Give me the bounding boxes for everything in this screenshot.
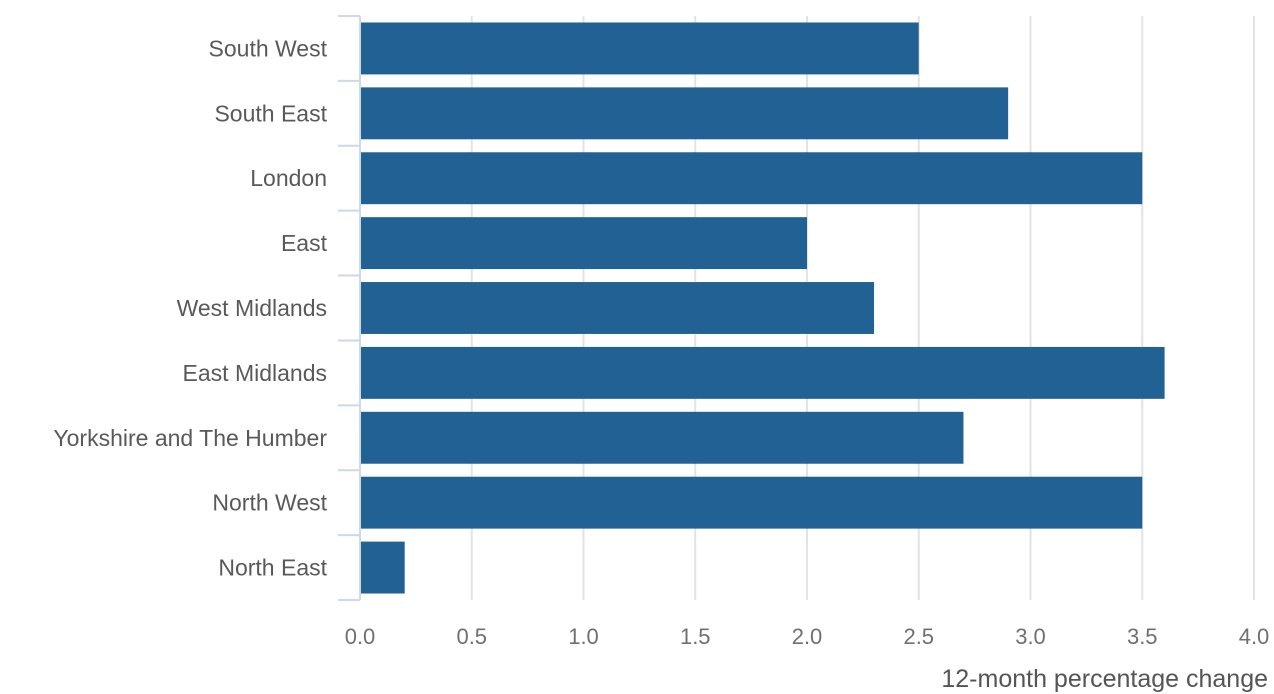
x-tick-label: 2.0 bbox=[792, 624, 823, 649]
category-label: Yorkshire and The Humber bbox=[53, 425, 327, 451]
bar bbox=[360, 541, 405, 594]
bar bbox=[360, 22, 919, 75]
bars bbox=[360, 22, 1165, 594]
bar bbox=[360, 411, 964, 464]
x-axis-title: 12-month percentage change bbox=[941, 665, 1268, 693]
category-label: West Midlands bbox=[177, 295, 327, 321]
category-label: North West bbox=[212, 490, 327, 516]
bar bbox=[360, 282, 875, 334]
category-label: South East bbox=[214, 100, 327, 126]
category-label: South West bbox=[209, 35, 328, 61]
x-tick-label: 1.5 bbox=[680, 624, 711, 649]
category-label: East Midlands bbox=[183, 360, 327, 386]
bar bbox=[360, 87, 1009, 140]
category-label: London bbox=[250, 165, 327, 191]
bar bbox=[360, 217, 807, 270]
x-tick-label: 2.5 bbox=[903, 624, 934, 649]
y-axis bbox=[338, 15, 361, 601]
x-tick-label: 3.5 bbox=[1127, 624, 1158, 649]
category-labels: South West South East London East West Midla… bbox=[53, 35, 327, 580]
category-label: North East bbox=[218, 555, 327, 581]
x-tick-label: 1.0 bbox=[568, 624, 599, 649]
bar bbox=[360, 346, 1165, 399]
bar bbox=[360, 476, 1143, 529]
x-tick-labels: 0.0 0.5 1.0 1.5 2.0 2.5 3.0 3.5 4.0 bbox=[345, 624, 1270, 649]
x-tick-label: 0.5 bbox=[456, 624, 487, 649]
x-tick-label: 0.0 bbox=[345, 624, 376, 649]
bar bbox=[360, 152, 1143, 205]
category-label: East bbox=[281, 230, 328, 256]
x-tick-label: 3.0 bbox=[1015, 624, 1046, 649]
x-tick-label: 4.0 bbox=[1239, 624, 1270, 649]
